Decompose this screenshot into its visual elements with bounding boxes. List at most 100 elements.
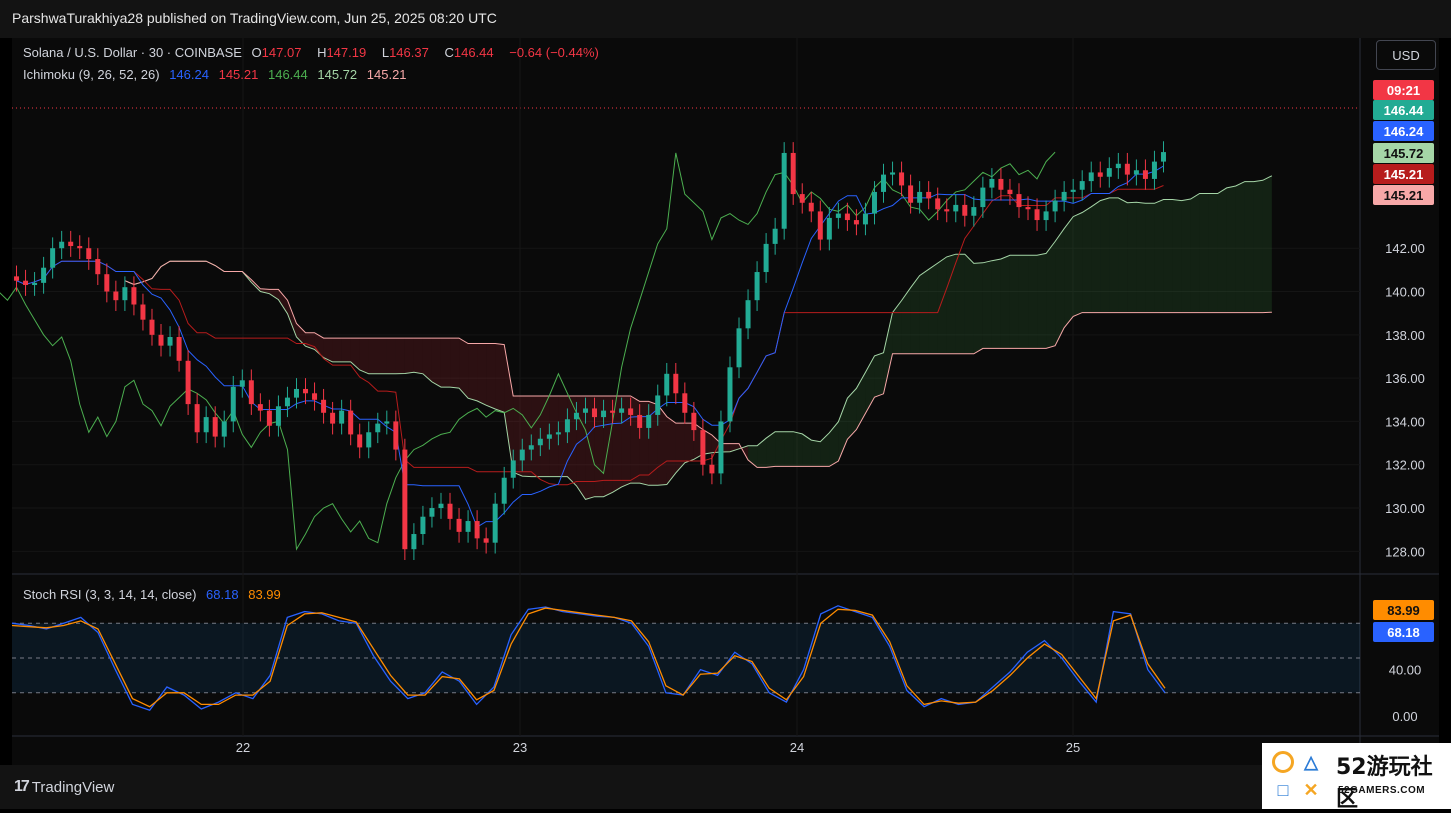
candle-body [465, 521, 471, 532]
ichimoku-cloud-segment [874, 352, 884, 398]
ichimoku-cloud-segment [973, 262, 983, 354]
candle-body [826, 217, 832, 240]
currency-button[interactable]: USD [1376, 40, 1436, 70]
ichimoku-cloud-segment [278, 289, 288, 314]
candle-body [700, 430, 706, 465]
ichimoku-cloud-segment [657, 404, 667, 486]
candle-body [501, 477, 507, 504]
candle-body [727, 367, 733, 422]
candle-body [582, 408, 588, 413]
ichimoku-cloud-segment [892, 300, 902, 354]
ichimoku-cloud-segment [332, 338, 342, 362]
ichimoku-cloud-segment [269, 289, 279, 300]
close-label: C [444, 45, 454, 60]
ichimoku-cloud-segment [937, 256, 947, 354]
stoch-legend: Stoch RSI (3, 3, 14, 14, close) 68.18 83… [23, 587, 287, 602]
candle-body [167, 336, 173, 346]
symbol-name[interactable]: Solana / U.S. Dollar · 30 · COINBASE [23, 45, 242, 60]
candle-body [835, 213, 841, 218]
candle-body [275, 406, 281, 426]
candle-body [375, 423, 381, 433]
ichimoku-cloud-segment [784, 431, 794, 467]
low-label: L [381, 45, 390, 60]
symbol-legend: Solana / U.S. Dollar · 30 · COINBASE O14… [23, 45, 605, 60]
ichimoku-cloud-segment [811, 440, 821, 467]
ichimoku-cloud-segment [910, 275, 920, 354]
candle-body [185, 360, 191, 405]
x-tick-label: 22 [236, 740, 250, 755]
candle-body [1061, 191, 1067, 201]
candle-body [718, 421, 724, 474]
ichimoku-cloud-segment [576, 395, 586, 500]
candle-body [95, 259, 101, 275]
ichimoku-cloud-segment [1028, 255, 1038, 349]
candle-body [736, 328, 742, 368]
high-value: 147.19 [326, 45, 367, 60]
y-tick-label: 140.00 [1385, 285, 1425, 300]
candle-body [962, 204, 968, 216]
brand-name: TradingView [31, 778, 115, 796]
candle-body [411, 534, 417, 550]
price-badge: 09:21 [1373, 80, 1434, 100]
ichimoku-cloud-segment [865, 355, 875, 414]
candle-body [673, 373, 679, 394]
candle-body [980, 187, 986, 208]
ichimoku-cloud-segment [639, 401, 649, 486]
candle-body [393, 421, 399, 450]
ichimoku-kijun-value: 145.21 [218, 67, 259, 82]
candle-body [628, 408, 634, 415]
ichimoku-cloud-segment [901, 287, 911, 354]
ichimoku-cloud-segment [1253, 180, 1263, 313]
candle-body [1025, 207, 1031, 210]
candle-body [881, 174, 887, 192]
ichimoku-cloud-segment [1046, 241, 1056, 349]
stoch-label[interactable]: Stoch RSI (3, 3, 14, 14, close) [23, 587, 197, 602]
ichimoku-label[interactable]: Ichimoku (9, 26, 52, 26) [23, 67, 160, 82]
candle-body [1016, 194, 1022, 208]
ichimoku-cloud-segment [612, 395, 622, 493]
ichimoku-cloud-segment [1226, 185, 1236, 313]
candle-body [1106, 168, 1112, 177]
candle-body [239, 380, 245, 387]
y-tick-label: 128.00 [1385, 544, 1425, 559]
ichimoku-cloud-segment [946, 254, 956, 354]
close-value: 146.44 [453, 45, 494, 60]
stoch-badge: 68.18 [1373, 622, 1434, 642]
ichimoku-cloud-segment [504, 344, 514, 473]
candle-body [339, 410, 345, 424]
candle-body [492, 503, 498, 543]
candle-body [68, 241, 74, 247]
ichimoku-cloud-segment [558, 395, 568, 477]
candle-body [844, 213, 850, 221]
stoch-badge: 83.99 [1373, 600, 1434, 620]
candle-body [619, 408, 625, 413]
candle-body [149, 319, 155, 335]
ichimoku-cloud-segment [1136, 202, 1146, 313]
ichimoku-cloud-segment [775, 431, 785, 467]
candle-body [257, 404, 263, 411]
candle-body [384, 421, 390, 424]
ichimoku-cloud-segment [1118, 197, 1128, 313]
candle-body [781, 152, 787, 229]
ichimoku-cloud-segment [1091, 200, 1101, 313]
top-bar: ParshwaTurakhiya28 published on TradingV… [0, 0, 1451, 38]
ichimoku-cloud-segment [450, 338, 460, 389]
tradingview-logo[interactable]: 17 TradingView [14, 778, 114, 796]
candle-body [664, 373, 670, 396]
stoch-k-value: 68.18 [206, 587, 239, 602]
price-badge: 146.24 [1373, 121, 1434, 141]
candle-body [402, 449, 408, 550]
ichimoku-cloud-segment [359, 338, 369, 374]
ichimoku-cloud-segment [468, 343, 478, 401]
y-tick-label: 132.00 [1385, 458, 1425, 473]
candle-body [113, 291, 119, 301]
ichimoku-cloud-segment [1082, 206, 1092, 313]
stoch-d-line [11, 607, 1166, 708]
ichimoku-cloud-segment [431, 338, 441, 388]
candle-body [420, 516, 426, 535]
ichimoku-cloud-segment [1109, 197, 1119, 313]
candle-body [971, 207, 977, 216]
ichimoku-cloud-segment [531, 395, 541, 477]
change-value: −0.64 (−0.44%) [509, 45, 599, 60]
